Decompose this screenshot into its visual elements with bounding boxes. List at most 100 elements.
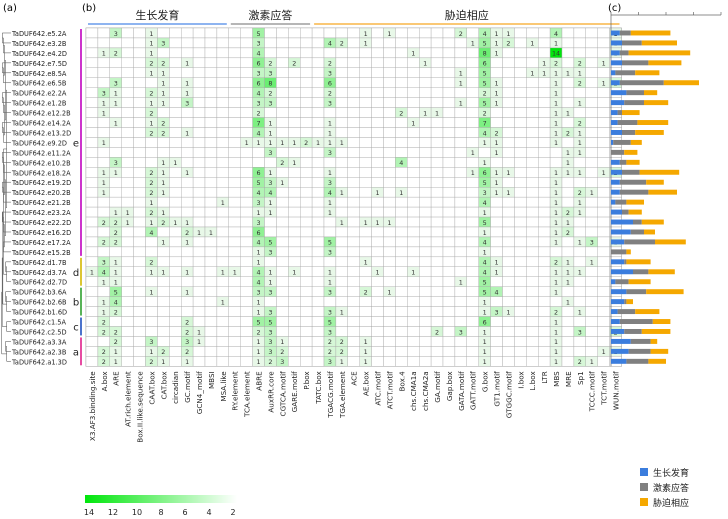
heatmap-cell [276,236,289,248]
heatmap-cell [371,117,384,128]
heatmap-cell [395,177,408,188]
heatmap-cell [276,306,289,317]
heatmap-cell [204,77,218,88]
cell-value: 1 [578,129,582,137]
heatmap-cell [502,286,515,297]
heatmap-cell [109,246,122,258]
stacked-bar-segment [648,358,666,364]
heatmap-cell [192,306,206,317]
column-label: GARE.motif [290,371,299,413]
cell-value: 1 [114,259,118,267]
heatmap-cell [204,157,218,168]
heatmap-cell [97,196,111,208]
cell-value: 2 [114,308,118,316]
heatmap-cell [85,286,99,297]
heatmap-cell [85,57,99,68]
cell-value: 4 [483,269,487,277]
heatmap-cell [359,127,372,138]
heatmap-cell [180,196,194,208]
heatmap-cell [430,117,444,128]
cell-value: 1 [495,259,499,267]
heatmap-cell [311,206,325,218]
heatmap-cell [561,356,575,367]
heatmap-cell [335,157,348,168]
heatmap-cell [454,177,467,188]
heatmap-cell [323,256,337,268]
heatmap-cell [157,316,170,327]
heatmap-cell [526,196,539,208]
heatmap-cell [240,27,253,39]
heatmap-cell [335,77,348,88]
column-label: TGACG.motif [326,371,335,419]
heatmap-cell [157,137,170,148]
gene-label: TaDUF642.e1.2B [11,100,67,108]
heatmap-cell [490,226,503,238]
cell-value: 1 [161,209,165,217]
cell-value: 1 [257,338,261,346]
cell-value: 3 [257,219,261,227]
cell-value: 2 [340,338,344,346]
heatmap-cell [359,316,372,327]
heatmap-cell [121,246,134,258]
heatmap-cell [288,117,301,128]
heatmap-cell [216,306,229,317]
heatmap-cell [419,316,432,327]
heatmap-cell [538,256,551,268]
cell-value: 3 [268,328,272,336]
heatmap-cell [288,97,301,108]
cell-value: 2 [102,219,106,227]
heatmap-cell [597,236,610,248]
stacked-bar-segment [611,40,622,46]
heatmap-cell [407,306,420,317]
heatmap-cell [442,346,456,357]
cell-value: 1 [483,358,487,366]
cell-value: 1 [578,99,582,107]
cell-value: 1 [114,99,118,107]
heatmap-cell [347,117,360,128]
heatmap-cell [204,177,218,188]
heatmap-cell [490,346,503,357]
heatmap-cell [454,296,467,307]
heatmap-cell [573,216,587,228]
heatmap-cell [347,107,360,118]
gene-label: TaDUF642.a2.3B [11,348,67,356]
heatmap-cell [454,87,467,98]
heatmap-cell [157,336,170,347]
column-label: AuxRR.core [266,371,275,413]
heatmap-cell [573,316,587,327]
heatmap-cell [454,336,467,347]
heatmap-cell [311,37,325,49]
heatmap-cell [97,147,111,158]
cell-value: 1 [578,149,582,157]
stacked-bar-segment [611,329,625,334]
column-label: circadian [171,371,180,404]
heatmap-cell [169,226,182,238]
heatmap-cell [288,167,301,178]
heatmap-cell [371,47,384,59]
cell-value: 4 [483,30,487,38]
heatmap-cell [597,186,610,198]
heatmap-cell [192,236,206,248]
heatmap-cell [502,276,515,287]
cell-value: 1 [376,219,380,227]
heatmap-cell [133,186,146,198]
heatmap-cell [204,306,218,317]
cell-value: 1 [566,149,570,157]
heatmap-cell [454,246,467,258]
heatmap-cell [561,177,575,188]
gene-label: TaDUF642.e18.2A [11,169,71,177]
heatmap-cell [169,306,182,317]
stacked-bar-segment [624,100,644,106]
heatmap-cell [585,57,598,68]
heatmap-cell [121,276,134,287]
column-labels: X3.AF3.binding.site A.box ARE AT.rich.eleme… [88,371,621,443]
heatmap-cell [145,137,158,148]
heatmap-cell [561,27,575,39]
cell-value: 2 [114,239,118,247]
heatmap-cell [97,77,111,88]
heatmap-cell [169,246,182,258]
heatmap-cell [300,37,313,49]
heatmap-cell [288,177,301,188]
gene-label: TaDUF642.e17.2A [11,239,71,247]
